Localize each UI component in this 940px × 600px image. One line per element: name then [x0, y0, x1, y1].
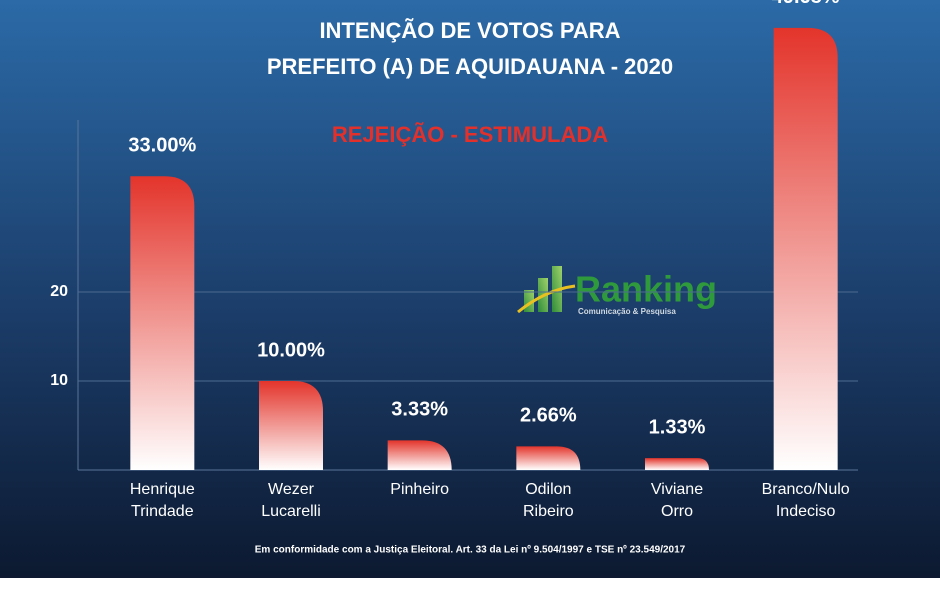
y-tick-label: 20: [50, 283, 68, 300]
subtitle: REJEIÇÃO - ESTIMULADA: [332, 122, 608, 147]
bar: [773, 27, 838, 471]
value-label: 1.33%: [649, 416, 706, 438]
x-tick-label: Wezer Lucarelli: [261, 481, 321, 520]
value-label: 10.00%: [257, 339, 325, 361]
logo-swoosh: [517, 284, 576, 314]
bar: [516, 446, 581, 470]
bar: [387, 440, 452, 470]
logo-bar: [524, 290, 534, 312]
value-label: 33.00%: [128, 135, 196, 157]
bar: [259, 381, 323, 470]
bar: [130, 176, 195, 471]
x-tick-label: Viviane Orro: [650, 481, 704, 520]
logo-name: Ranking: [575, 269, 717, 310]
value-label: 2.66%: [520, 405, 577, 427]
x-tick-label: Odilon Ribeiro: [522, 481, 574, 520]
x-tick-label: Branco/Nulo Indeciso: [761, 481, 850, 520]
bar: [645, 458, 709, 470]
value-label: 3.33%: [391, 399, 448, 421]
logo-tagline: Comunicação & Pesquisa: [578, 307, 676, 316]
y-tick-label: 10: [50, 372, 68, 389]
footnote: Em conformidade com a Justiça Eleitoral.…: [255, 545, 686, 556]
title-line: INTENÇÃO DE VOTOS PARA: [319, 18, 620, 43]
title-line: PREFEITO (A) DE AQUIDAUANA - 2020: [267, 54, 673, 79]
chart: INTENÇÃO DE VOTOS PARA PREFEITO (A) DE A…: [0, 0, 940, 578]
value-label: 49.68%: [772, 0, 840, 8]
logo: Ranking Comunicação & Pesquisa: [517, 266, 717, 316]
x-tick-label: Pinheiro: [390, 481, 449, 498]
x-tick-label: Henrique Trindade: [129, 481, 195, 520]
